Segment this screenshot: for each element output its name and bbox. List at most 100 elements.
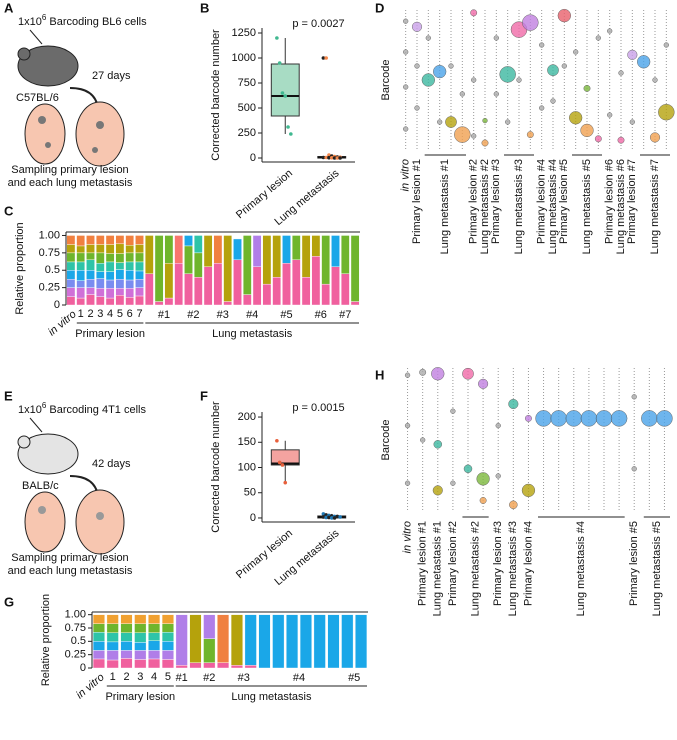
cells-name: Barcoding 4T1 cells	[46, 404, 146, 416]
bubble	[658, 103, 675, 121]
column-label: Lung metastasis #2	[469, 521, 481, 616]
bubble	[482, 117, 488, 124]
point	[321, 155, 326, 160]
y-tick-label: 0.25	[65, 649, 86, 661]
bubble	[631, 394, 637, 400]
bar-segment	[76, 252, 86, 263]
bubble	[450, 480, 456, 486]
bar-segment	[86, 244, 95, 254]
bar-segment	[120, 632, 133, 642]
bubble	[631, 466, 637, 472]
bar-segment	[120, 641, 133, 651]
cells-count: 1x10	[18, 16, 42, 28]
bar-segment	[134, 642, 147, 651]
lung-right	[75, 101, 125, 167]
bubble	[535, 410, 552, 427]
panel-letter: E	[4, 388, 13, 403]
bar-segment	[105, 235, 115, 245]
bar-segment	[223, 235, 233, 302]
panel-letter: H	[375, 367, 384, 382]
bar-segment	[272, 614, 285, 669]
bubble	[618, 70, 624, 76]
x-tick-label: 3	[97, 308, 103, 320]
bar-segment	[164, 263, 174, 299]
bar-segment	[134, 614, 147, 624]
bubble	[459, 91, 465, 97]
cells-text: 1x106 Barcoding BL6 cells	[18, 13, 147, 28]
bubble	[431, 367, 445, 381]
y-tick-label: 100	[238, 461, 256, 473]
bubble	[463, 464, 473, 474]
bar-segment	[95, 244, 105, 254]
point	[338, 515, 342, 519]
caption: Sampling primary lesion	[11, 164, 128, 176]
point	[338, 156, 342, 160]
subgroup-label: #4	[293, 672, 305, 684]
bar-segment	[125, 288, 135, 298]
bubble	[414, 63, 420, 69]
bar-segment	[92, 650, 105, 660]
bubble	[656, 410, 673, 427]
bar-segment	[125, 252, 135, 263]
bar-segment	[148, 658, 161, 669]
bar-segment	[161, 650, 174, 660]
bubble	[425, 35, 431, 41]
y-tick-label: 0.75	[39, 247, 60, 259]
bubble	[432, 485, 443, 496]
point	[275, 36, 279, 40]
point	[329, 516, 334, 520]
group-label: Primary lesion	[105, 691, 175, 703]
y-tick-label: 250	[238, 127, 256, 139]
column-label: in vitro	[400, 159, 412, 191]
point	[283, 94, 288, 98]
bubble	[607, 112, 613, 118]
bar-segment	[115, 235, 125, 245]
column-label: Primary lesion #1	[411, 159, 423, 244]
bubble	[539, 105, 545, 111]
bar-segment	[106, 623, 119, 634]
bar-segment	[148, 650, 161, 660]
bar-segment	[86, 287, 95, 295]
y-tick-label: 0	[250, 512, 256, 524]
bar-segment	[115, 262, 125, 270]
bar-segment	[327, 614, 340, 669]
subgroup-label: #5	[348, 672, 360, 684]
bar-segment	[252, 235, 262, 267]
bar-segment	[321, 283, 331, 306]
x-tick-label: 5	[165, 671, 171, 683]
bar-segment	[193, 235, 203, 254]
bar-segment	[105, 261, 115, 272]
y-tick-label: 200	[238, 411, 256, 423]
bubble	[479, 497, 487, 504]
lung-right	[75, 489, 125, 555]
bar-segment	[106, 650, 119, 661]
bubble	[404, 480, 411, 486]
days: 42 days	[92, 458, 131, 470]
y-axis-label: Relative proportion	[40, 594, 52, 686]
lesion	[45, 142, 51, 148]
box	[270, 449, 300, 466]
point	[327, 515, 331, 520]
bar-segment	[189, 662, 202, 669]
bar-segment	[262, 283, 272, 306]
bubble	[470, 9, 478, 17]
bar-segment	[95, 278, 105, 289]
bubble	[508, 398, 519, 410]
column-label: Lung metastasis #3	[507, 521, 519, 616]
cells-exponent: 6	[42, 401, 47, 410]
bar-segment	[154, 235, 164, 302]
bar-segment	[350, 235, 360, 302]
bar-segment	[120, 658, 133, 669]
point	[324, 513, 328, 517]
column-label: Lung metastasis #5	[651, 521, 663, 616]
bar-segment	[340, 273, 350, 306]
bar-segment	[272, 276, 282, 306]
bar-segment	[125, 245, 135, 254]
y-tick-label: 1.00	[65, 609, 86, 621]
bar-segment	[66, 270, 76, 280]
bubble	[580, 410, 598, 427]
bar-segment	[106, 614, 119, 624]
bar-segment	[148, 614, 161, 624]
bar-segment	[76, 297, 86, 306]
bubble	[499, 66, 516, 83]
